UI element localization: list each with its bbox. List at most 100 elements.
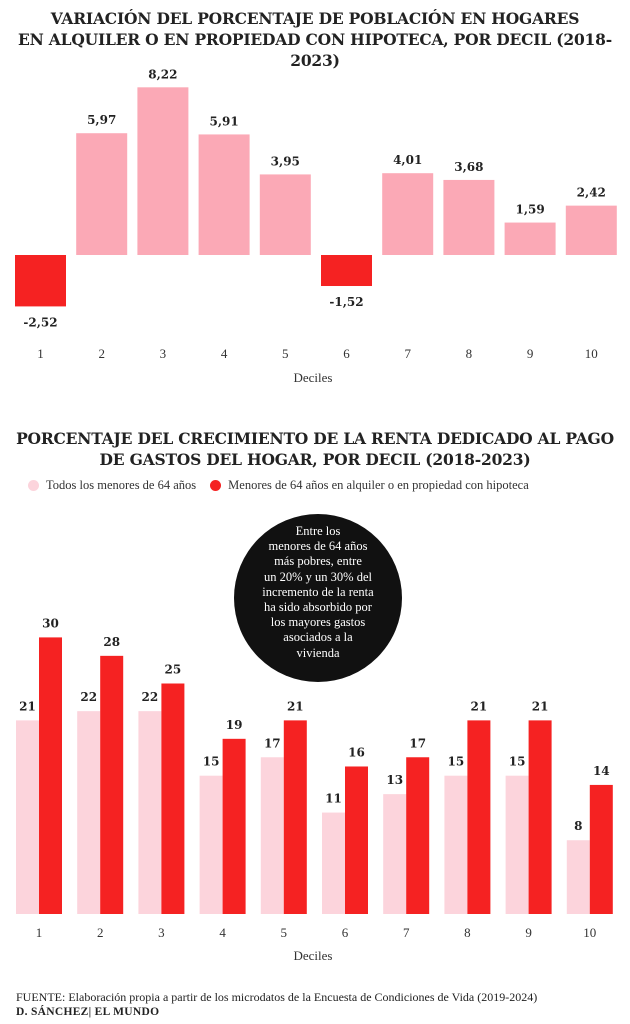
annotation-line: ha sido absorbido por (264, 600, 372, 615)
bar-decil-8 (443, 179, 495, 255)
x-tick-label: 10 (583, 925, 596, 940)
bar-decil-10 (565, 205, 617, 255)
bar-decil-8-series-1 (444, 775, 468, 914)
chart2-plot: 2130122282222531519417215111661317715218… (16, 616, 613, 963)
x-tick-label: 7 (404, 346, 411, 361)
bar-value-label: 13 (386, 773, 403, 787)
x-tick-label: 5 (282, 346, 289, 361)
bar-value-label: 22 (142, 690, 159, 704)
bar-value-label: 11 (325, 792, 342, 806)
bar-value-label: 21 (19, 699, 36, 713)
bar-decil-1-series-2 (39, 637, 62, 914)
annotation-bubble: Entre los menores de 64 años más pobres,… (234, 514, 402, 682)
bar-decil-6-series-1 (322, 812, 345, 914)
legend-item-dark: Menores de 64 años en alquiler o en prop… (210, 478, 529, 493)
bar-decil-2-series-1 (77, 711, 101, 914)
x-tick-label: 1 (37, 346, 44, 361)
bar-value-label: 15 (448, 755, 465, 769)
bar-value-label: 25 (165, 663, 182, 677)
x-tick-label: 3 (158, 925, 165, 940)
bar-decil-2-series-2 (100, 655, 124, 914)
bar-value-label: 19 (226, 718, 243, 732)
x-tick-label: 9 (525, 925, 532, 940)
bar-value-label: 5,97 (87, 113, 116, 127)
x-tick-label: 2 (98, 346, 105, 361)
bar-decil-1 (15, 255, 66, 307)
annotation-line: vivienda (296, 645, 340, 660)
annotation-text: Entre los menores de 64 años más pobres,… (252, 524, 384, 661)
bar-value-label: 3,95 (271, 154, 300, 168)
chart1-plot: -2,52 1 5,97 2 8,22 3 5,91 4 3,95 5 -1,52 6 4,01 7 3,6… (15, 67, 617, 385)
x-tick-label: 7 (403, 925, 410, 940)
source-note: FUENTE: Elaboración propia a partir de l… (16, 990, 538, 1004)
annotation-line: asociados a la (283, 630, 353, 645)
x-tick-label: 8 (466, 346, 473, 361)
x-tick-label: 1 (36, 925, 43, 940)
bar-decil-9 (504, 222, 556, 255)
bar-value-label: 3,68 (454, 160, 483, 174)
legend-swatch-light (28, 480, 39, 491)
bar-value-label: -1,52 (329, 295, 363, 309)
legend-label-dark: Menores de 64 años en alquiler o en prop… (228, 478, 529, 492)
bar-decil-10-series-2 (589, 784, 613, 914)
annotation-line: los mayores gastos (270, 615, 366, 630)
chart1-title: VARIACIÓN DEL PORCENTAJE DE POBLACIÓN EN… (0, 8, 630, 71)
bar-value-label: 15 (203, 755, 220, 769)
bar-value-label: 8,22 (148, 67, 177, 81)
x-tick-label: 2 (97, 925, 104, 940)
x-tick-label: 3 (160, 346, 167, 361)
bar-value-label: 1,59 (515, 203, 544, 217)
bar-value-label: 21 (287, 699, 304, 713)
x-axis-label: Deciles (294, 948, 333, 963)
x-tick-label: 8 (464, 925, 471, 940)
bar-value-label: 17 (264, 736, 281, 750)
legend-label-light: Todos los menores de 64 años (46, 478, 197, 492)
bar-value-label: 30 (42, 616, 59, 630)
annotation-line: un 20% y un 30% del (264, 569, 372, 584)
bar-decil-6 (321, 255, 372, 287)
annotation-line: Entre los (295, 524, 341, 538)
x-tick-label: 6 (342, 925, 349, 940)
credit-note: D. SÁNCHEZ| EL MUNDO (16, 1006, 160, 1018)
bar-decil-5-series-1 (260, 757, 284, 914)
bar-decil-4-series-2 (222, 738, 246, 914)
x-tick-label: 4 (219, 925, 226, 940)
bar-decil-3-series-1 (138, 711, 162, 914)
bar-value-label: 2,42 (577, 186, 606, 200)
x-tick-label: 5 (281, 925, 288, 940)
bar-decil-9-series-1 (505, 775, 529, 914)
x-tick-label: 6 (343, 346, 350, 361)
bar-decil-6-series-2 (345, 766, 368, 914)
bar-decil-7-series-2 (406, 757, 430, 914)
bar-value-label: 14 (593, 764, 610, 778)
bar-decil-3-series-2 (161, 683, 185, 914)
chart2-legend: Todos los menores de 64 años Menores de … (28, 478, 543, 493)
chart1-title-line: EN ALQUILER O EN PROPIEDAD CON HIPOTECA,… (18, 30, 612, 70)
bar-value-label: 8 (574, 819, 582, 833)
x-axis-label: Deciles (294, 370, 333, 385)
x-tick-label: 9 (527, 346, 534, 361)
bar-value-label: 15 (509, 755, 526, 769)
x-tick-label: 4 (221, 346, 228, 361)
x-tick-label: 10 (585, 346, 598, 361)
bar-decil-3 (137, 87, 189, 255)
bar-decil-4 (198, 134, 250, 255)
bar-decil-8-series-2 (467, 720, 491, 914)
bar-value-label: 16 (348, 745, 365, 759)
annotation-line: menores de 64 años (268, 539, 368, 554)
legend-swatch-dark (210, 480, 222, 491)
bar-value-label: 22 (80, 690, 97, 704)
bar-decil-5 (259, 174, 311, 255)
bar-decil-7-series-1 (383, 794, 407, 914)
annotation-line: más pobres, entre (274, 554, 362, 569)
chart1-title-line: VARIACIÓN DEL PORCENTAJE DE POBLACIÓN EN… (50, 9, 580, 28)
annotation-line: incremento de la renta (262, 584, 374, 599)
chart2-title-line: DE GASTOS DEL HOGAR, POR DECIL (2018-202… (99, 450, 531, 469)
bar-decil-9-series-2 (528, 720, 552, 914)
bar-value-label: 28 (103, 635, 120, 649)
bar-value-label: 21 (532, 699, 549, 713)
bar-decil-10-series-1 (566, 840, 590, 914)
bar-value-label: 5,91 (209, 114, 238, 128)
bar-decil-7 (382, 173, 434, 255)
bar-value-label: -2,52 (23, 315, 57, 329)
